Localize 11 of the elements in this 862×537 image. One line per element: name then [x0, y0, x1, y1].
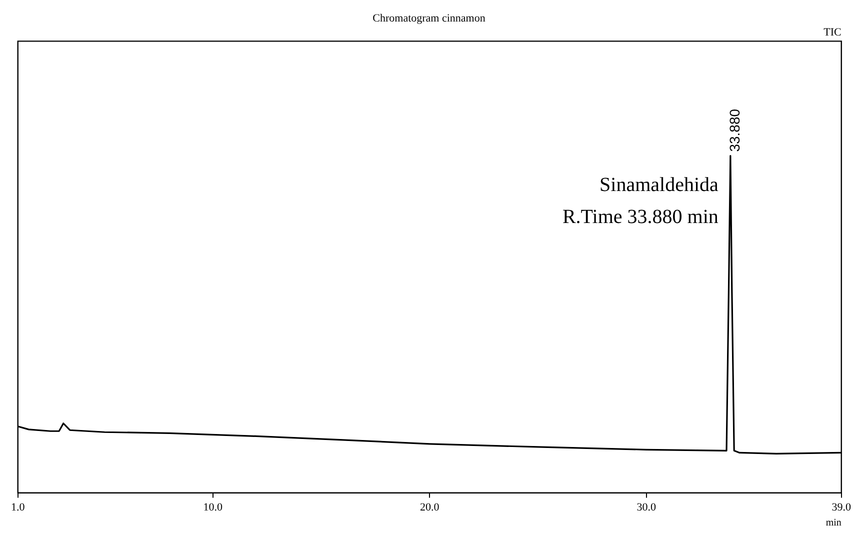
annotation: Sinamaldehida [600, 174, 719, 196]
x-tick-label: 20.0 [420, 501, 440, 514]
x-tick-label: 10.0 [203, 501, 224, 514]
x-tick-label: 39.0 [832, 501, 852, 514]
text: TIC [824, 26, 842, 39]
x-axis-title: min [826, 518, 842, 529]
x-tick-label: 30.0 [636, 501, 656, 514]
text: 33.880 [726, 108, 742, 152]
chart-title: Chromatogram cinnamon [372, 12, 486, 24]
x-tick-label: 1.0 [11, 501, 26, 514]
annotation: R.Time 33.880 min [562, 206, 718, 228]
